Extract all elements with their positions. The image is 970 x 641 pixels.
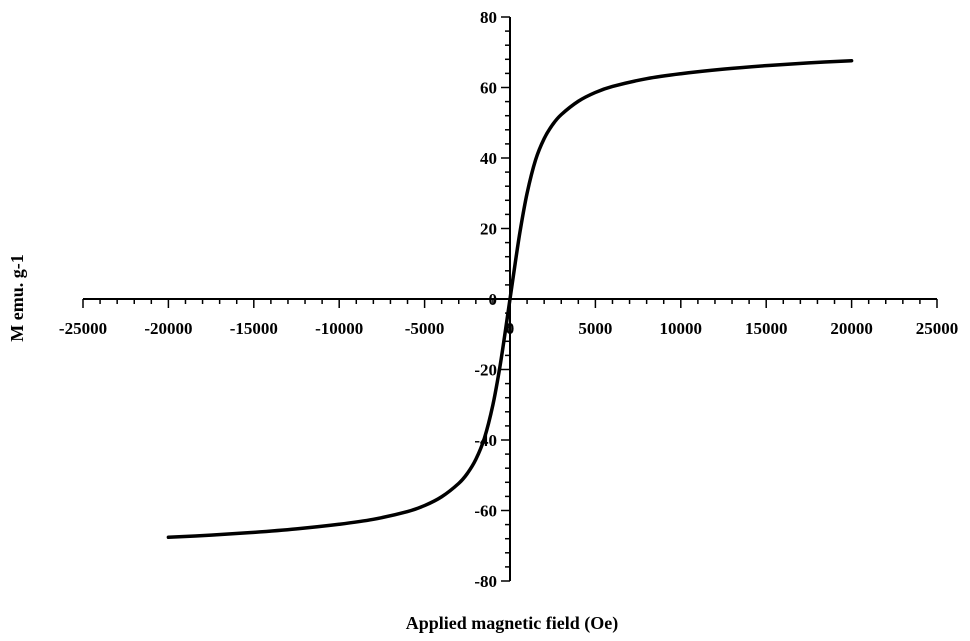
x-tick-label: 10000 (660, 319, 703, 338)
series-line-0 (166, 58, 854, 540)
x-tick-label: 25000 (916, 319, 959, 338)
x-tick-label: 5000 (578, 319, 612, 338)
x-tick-label: -25000 (59, 319, 107, 338)
y-tick-label: -20 (474, 361, 497, 380)
y-tick-label: 60 (480, 79, 497, 98)
x-tick-label: -20000 (144, 319, 192, 338)
x-tick-label: 20000 (830, 319, 873, 338)
y-tick-label: -80 (474, 572, 497, 591)
y-tick-label: 80 (480, 8, 497, 27)
x-axis-title: Applied magnetic field (Oe) (406, 613, 618, 634)
series-group (166, 58, 854, 540)
y-axis-ticks: -80 -60 -40 -20 0 20 40 60 80 (474, 8, 510, 591)
x-axis-ticks: -25000 -20000 -15000 -10000 -5000 0 5000 10000 1… (59, 299, 958, 338)
x-tick-label: -15000 (230, 319, 278, 338)
x-tick-label: -10000 (315, 319, 363, 338)
y-tick-label: 20 (480, 220, 497, 239)
y-tick-label: 0 (489, 290, 498, 309)
y-axis-title: M emu. g-1 (7, 254, 27, 341)
x-tick-label: 15000 (745, 319, 788, 338)
x-tick-label: -5000 (405, 319, 445, 338)
y-tick-label: -60 (474, 502, 497, 521)
x-tick-label: 0 (506, 319, 515, 338)
y-tick-label: 40 (480, 149, 497, 168)
y-tick-label: -40 (474, 431, 497, 450)
